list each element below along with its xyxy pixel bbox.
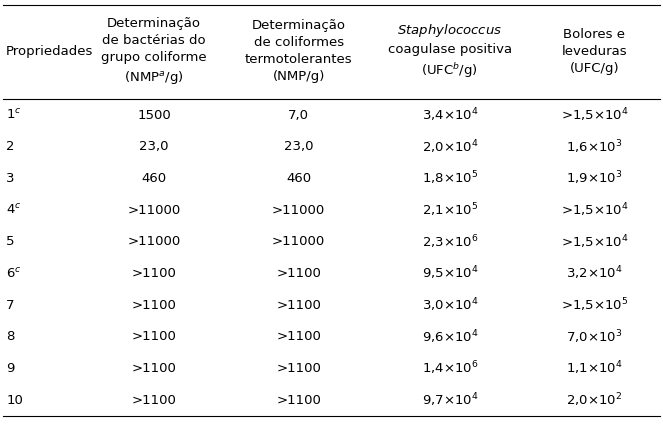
Text: >1,5×10$^4$: >1,5×10$^4$ xyxy=(561,107,629,124)
Text: 2,0×10$^4$: 2,0×10$^4$ xyxy=(422,138,478,156)
Text: >1100: >1100 xyxy=(276,362,321,375)
Text: 460: 460 xyxy=(286,172,311,185)
Text: Determinação
de coliformes
termotolerantes
(NMP/g): Determinação de coliformes termotolerant… xyxy=(245,19,353,83)
Text: 9,5×10$^4$: 9,5×10$^4$ xyxy=(422,265,478,283)
Text: 3,0×10$^4$: 3,0×10$^4$ xyxy=(422,296,478,314)
Text: 4$^c$: 4$^c$ xyxy=(6,203,22,217)
Text: 1,8×10$^5$: 1,8×10$^5$ xyxy=(422,170,478,187)
Text: 9,6×10$^4$: 9,6×10$^4$ xyxy=(422,328,478,346)
Text: 1,1×10$^4$: 1,1×10$^4$ xyxy=(566,360,623,378)
Text: >1,5×10$^5$: >1,5×10$^5$ xyxy=(561,296,628,314)
Text: 1,4×10$^6$: 1,4×10$^6$ xyxy=(422,360,478,378)
Text: >1,5×10$^4$: >1,5×10$^4$ xyxy=(561,201,629,219)
Text: >1100: >1100 xyxy=(131,267,176,280)
Text: 3,2×10$^4$: 3,2×10$^4$ xyxy=(566,265,623,283)
Text: >1,5×10$^4$: >1,5×10$^4$ xyxy=(561,233,629,251)
Text: 2: 2 xyxy=(6,140,15,153)
Text: 6$^c$: 6$^c$ xyxy=(6,267,22,281)
Text: >1100: >1100 xyxy=(131,394,176,407)
Text: >1100: >1100 xyxy=(276,299,321,312)
Text: 460: 460 xyxy=(141,172,166,185)
Text: >1100: >1100 xyxy=(276,330,321,343)
Text: >1100: >1100 xyxy=(276,394,321,407)
Text: >11000: >11000 xyxy=(127,204,180,217)
Text: 2,1×10$^5$: 2,1×10$^5$ xyxy=(422,201,478,219)
Text: 1500: 1500 xyxy=(137,109,171,122)
Text: 9: 9 xyxy=(6,362,15,375)
Text: >11000: >11000 xyxy=(127,235,180,248)
Text: >1100: >1100 xyxy=(276,267,321,280)
Text: >11000: >11000 xyxy=(272,204,326,217)
Text: >11000: >11000 xyxy=(272,235,326,248)
Text: 23,0: 23,0 xyxy=(139,140,169,153)
Text: 10: 10 xyxy=(6,394,23,407)
Text: 8: 8 xyxy=(6,330,15,343)
Text: Determinação
de bactérias do
grupo coliforme
(NMP$^a$/g): Determinação de bactérias do grupo colif… xyxy=(101,17,207,86)
Text: 23,0: 23,0 xyxy=(284,140,314,153)
Text: 7: 7 xyxy=(6,299,15,312)
Text: 3: 3 xyxy=(6,172,15,185)
Text: 7,0×10$^3$: 7,0×10$^3$ xyxy=(566,328,623,346)
Text: $Staphylococcus$
coagulase positiva
(UFC$^b$/g): $Staphylococcus$ coagulase positiva (UFC… xyxy=(388,22,512,80)
Text: 5: 5 xyxy=(6,235,15,248)
Text: >1100: >1100 xyxy=(131,362,176,375)
Text: 7,0: 7,0 xyxy=(288,109,309,122)
Text: 1,9×10$^3$: 1,9×10$^3$ xyxy=(566,170,623,187)
Text: 2,3×10$^6$: 2,3×10$^6$ xyxy=(422,233,478,251)
Text: 9,7×10$^4$: 9,7×10$^4$ xyxy=(422,391,478,409)
Text: 3,4×10$^4$: 3,4×10$^4$ xyxy=(422,107,478,124)
Text: >1100: >1100 xyxy=(131,330,176,343)
Text: Propriedades: Propriedades xyxy=(6,44,93,57)
Text: >1100: >1100 xyxy=(131,299,176,312)
Text: 1$^c$: 1$^c$ xyxy=(6,108,22,122)
Text: 2,0×10$^2$: 2,0×10$^2$ xyxy=(566,391,623,409)
Text: Bolores e
leveduras
(UFC/g): Bolores e leveduras (UFC/g) xyxy=(562,28,627,75)
Text: 1,6×10$^3$: 1,6×10$^3$ xyxy=(566,138,623,156)
